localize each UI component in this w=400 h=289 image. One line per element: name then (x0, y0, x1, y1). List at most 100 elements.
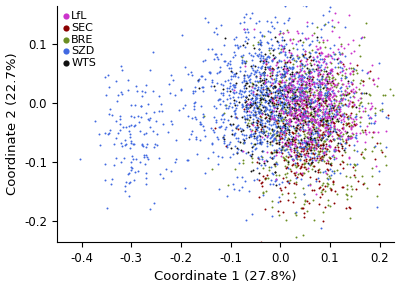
Point (235, 122, 241, 127)
Point (301, 138, 308, 142)
Point (353, 136, 360, 140)
Point (288, 88, 294, 93)
Point (346, 99, 353, 103)
Point (305, 95, 312, 99)
Point (269, 58, 275, 62)
Point (273, 183, 279, 188)
Point (294, 150, 300, 155)
Point (201, 114, 208, 118)
Point (319, 116, 326, 121)
Point (282, 60, 288, 65)
Point (268, 114, 274, 118)
Point (337, 51, 344, 56)
Point (328, 116, 335, 121)
Point (318, 93, 325, 97)
Point (330, 24, 337, 29)
Point (302, 165, 308, 170)
Point (235, 75, 241, 79)
Point (327, 92, 333, 97)
Point (284, 124, 291, 129)
Point (315, 133, 322, 138)
Point (273, 100, 280, 104)
Point (267, 67, 273, 72)
Point (244, 105, 250, 110)
Point (270, 103, 276, 108)
Point (257, 88, 264, 92)
Point (288, 118, 294, 123)
Point (272, 121, 278, 126)
Point (255, 39, 261, 44)
Point (258, 71, 265, 75)
Point (270, 57, 276, 62)
Point (294, 47, 300, 52)
Point (262, 92, 268, 97)
Point (145, 102, 151, 106)
Point (278, 126, 285, 131)
Point (299, 88, 305, 93)
Point (318, 100, 325, 105)
Point (276, 146, 282, 150)
Point (348, 136, 355, 140)
Point (308, 100, 314, 105)
Point (294, 150, 300, 154)
Point (266, 88, 273, 92)
Point (301, 75, 307, 79)
Point (290, 108, 297, 112)
Point (352, 187, 359, 192)
Point (288, 140, 294, 144)
Point (277, 85, 284, 89)
Point (270, 98, 276, 103)
Point (350, 77, 356, 82)
Point (254, 137, 260, 142)
Point (366, 92, 372, 96)
Point (273, 124, 279, 129)
Point (289, 86, 296, 90)
Point (222, 79, 228, 83)
Point (268, 164, 274, 169)
Point (333, 113, 340, 117)
Point (276, 101, 283, 105)
Point (301, 97, 308, 102)
Point (256, 47, 262, 51)
Point (260, 85, 266, 89)
Point (312, 147, 319, 151)
Point (336, 103, 342, 108)
Point (324, 131, 331, 136)
Point (230, 152, 236, 157)
Point (311, 62, 317, 66)
Point (321, 80, 327, 85)
Point (269, 73, 276, 78)
Point (261, 129, 267, 134)
Point (270, 113, 277, 118)
Point (340, 111, 347, 116)
Point (332, 189, 338, 193)
Point (102, 162, 109, 166)
Point (281, 115, 288, 119)
Point (143, 131, 149, 136)
Point (332, 93, 338, 97)
Point (290, 158, 296, 162)
Point (280, 124, 286, 129)
Point (296, 73, 302, 78)
Point (235, 147, 242, 152)
Point (111, 162, 118, 167)
Point (156, 109, 162, 114)
Point (252, 70, 258, 75)
Point (210, 84, 217, 88)
Point (257, 134, 264, 138)
Point (296, 153, 302, 158)
Point (337, 93, 344, 98)
Point (243, 12, 250, 16)
Point (318, 81, 324, 86)
Point (269, 81, 275, 86)
Point (282, 143, 289, 147)
Point (290, 116, 296, 121)
Point (284, 113, 291, 118)
Point (280, 47, 286, 51)
Point (266, 121, 273, 126)
Point (282, 71, 288, 76)
Point (344, 187, 351, 192)
Point (294, 117, 301, 121)
Point (263, 89, 269, 94)
Point (296, 107, 302, 111)
